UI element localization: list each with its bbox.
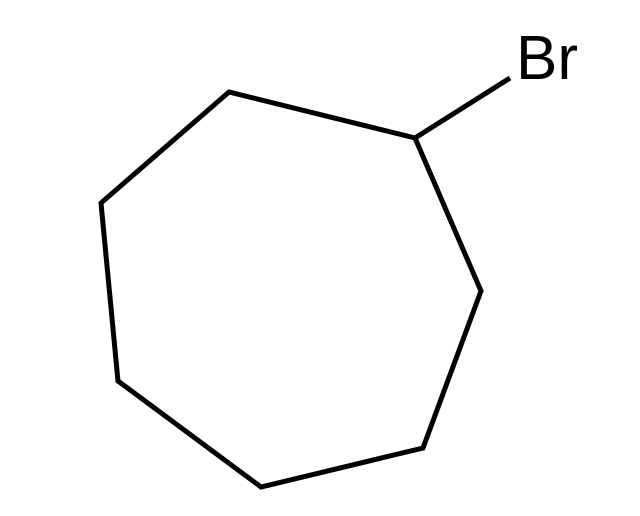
heptagon-ring — [101, 92, 481, 487]
cycloheptane-ring — [101, 92, 481, 487]
substituent-bond — [415, 78, 510, 138]
chemical-structure-diagram: Br — [0, 0, 640, 516]
bromine-label: Br — [516, 23, 578, 94]
